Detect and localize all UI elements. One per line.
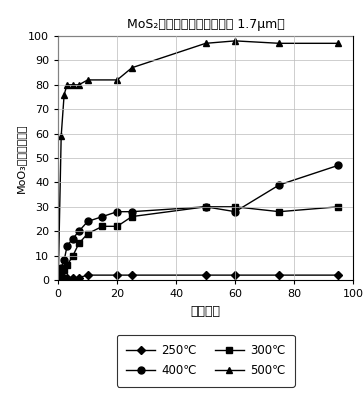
Line: 500℃: 500℃: [55, 38, 342, 284]
400℃: [203, 204, 208, 209]
250℃: [77, 275, 81, 280]
500℃: [203, 41, 208, 46]
250℃: [277, 273, 282, 278]
300℃: [65, 263, 69, 268]
250℃: [59, 275, 63, 280]
500℃: [336, 41, 341, 46]
500℃: [277, 41, 282, 46]
Legend: 250℃, 400℃, 300℃, 500℃: 250℃, 400℃, 300℃, 500℃: [116, 335, 295, 387]
Line: 400℃: 400℃: [55, 162, 342, 284]
300℃: [71, 253, 75, 258]
X-axis label: 加熱時間: 加熱時間: [191, 304, 221, 318]
400℃: [65, 244, 69, 248]
400℃: [86, 219, 90, 224]
250℃: [86, 273, 90, 278]
500℃: [71, 82, 75, 87]
500℃: [65, 82, 69, 87]
250℃: [233, 273, 237, 278]
300℃: [277, 209, 282, 214]
Title: MoS₂粉末の酸化（平均粒径 1.7μm）: MoS₂粉末の酸化（平均粒径 1.7μm）: [127, 18, 285, 31]
Line: 300℃: 300℃: [55, 204, 341, 283]
250℃: [65, 275, 69, 280]
500℃: [86, 78, 90, 82]
500℃: [56, 278, 60, 282]
300℃: [336, 204, 341, 209]
500℃: [233, 38, 237, 43]
500℃: [59, 134, 63, 138]
400℃: [62, 258, 66, 263]
300℃: [115, 224, 119, 229]
400℃: [100, 214, 105, 219]
250℃: [336, 273, 341, 278]
250℃: [62, 275, 66, 280]
300℃: [100, 224, 105, 229]
250℃: [56, 278, 60, 282]
500℃: [130, 65, 134, 70]
400℃: [115, 209, 119, 214]
Y-axis label: MoO₃生成量（％）: MoO₃生成量（％）: [15, 123, 25, 193]
400℃: [56, 278, 60, 282]
500℃: [77, 82, 81, 87]
400℃: [77, 229, 81, 234]
250℃: [130, 273, 134, 278]
250℃: [115, 273, 119, 278]
300℃: [203, 204, 208, 209]
400℃: [59, 266, 63, 270]
300℃: [56, 278, 60, 282]
400℃: [130, 209, 134, 214]
300℃: [62, 268, 66, 273]
300℃: [77, 241, 81, 246]
250℃: [203, 273, 208, 278]
400℃: [277, 182, 282, 187]
300℃: [86, 231, 90, 236]
500℃: [115, 78, 119, 82]
300℃: [59, 273, 63, 278]
400℃: [71, 236, 75, 241]
250℃: [71, 275, 75, 280]
400℃: [336, 163, 341, 168]
500℃: [62, 92, 66, 97]
Line: 250℃: 250℃: [55, 272, 341, 283]
300℃: [233, 204, 237, 209]
400℃: [233, 209, 237, 214]
300℃: [130, 214, 134, 219]
